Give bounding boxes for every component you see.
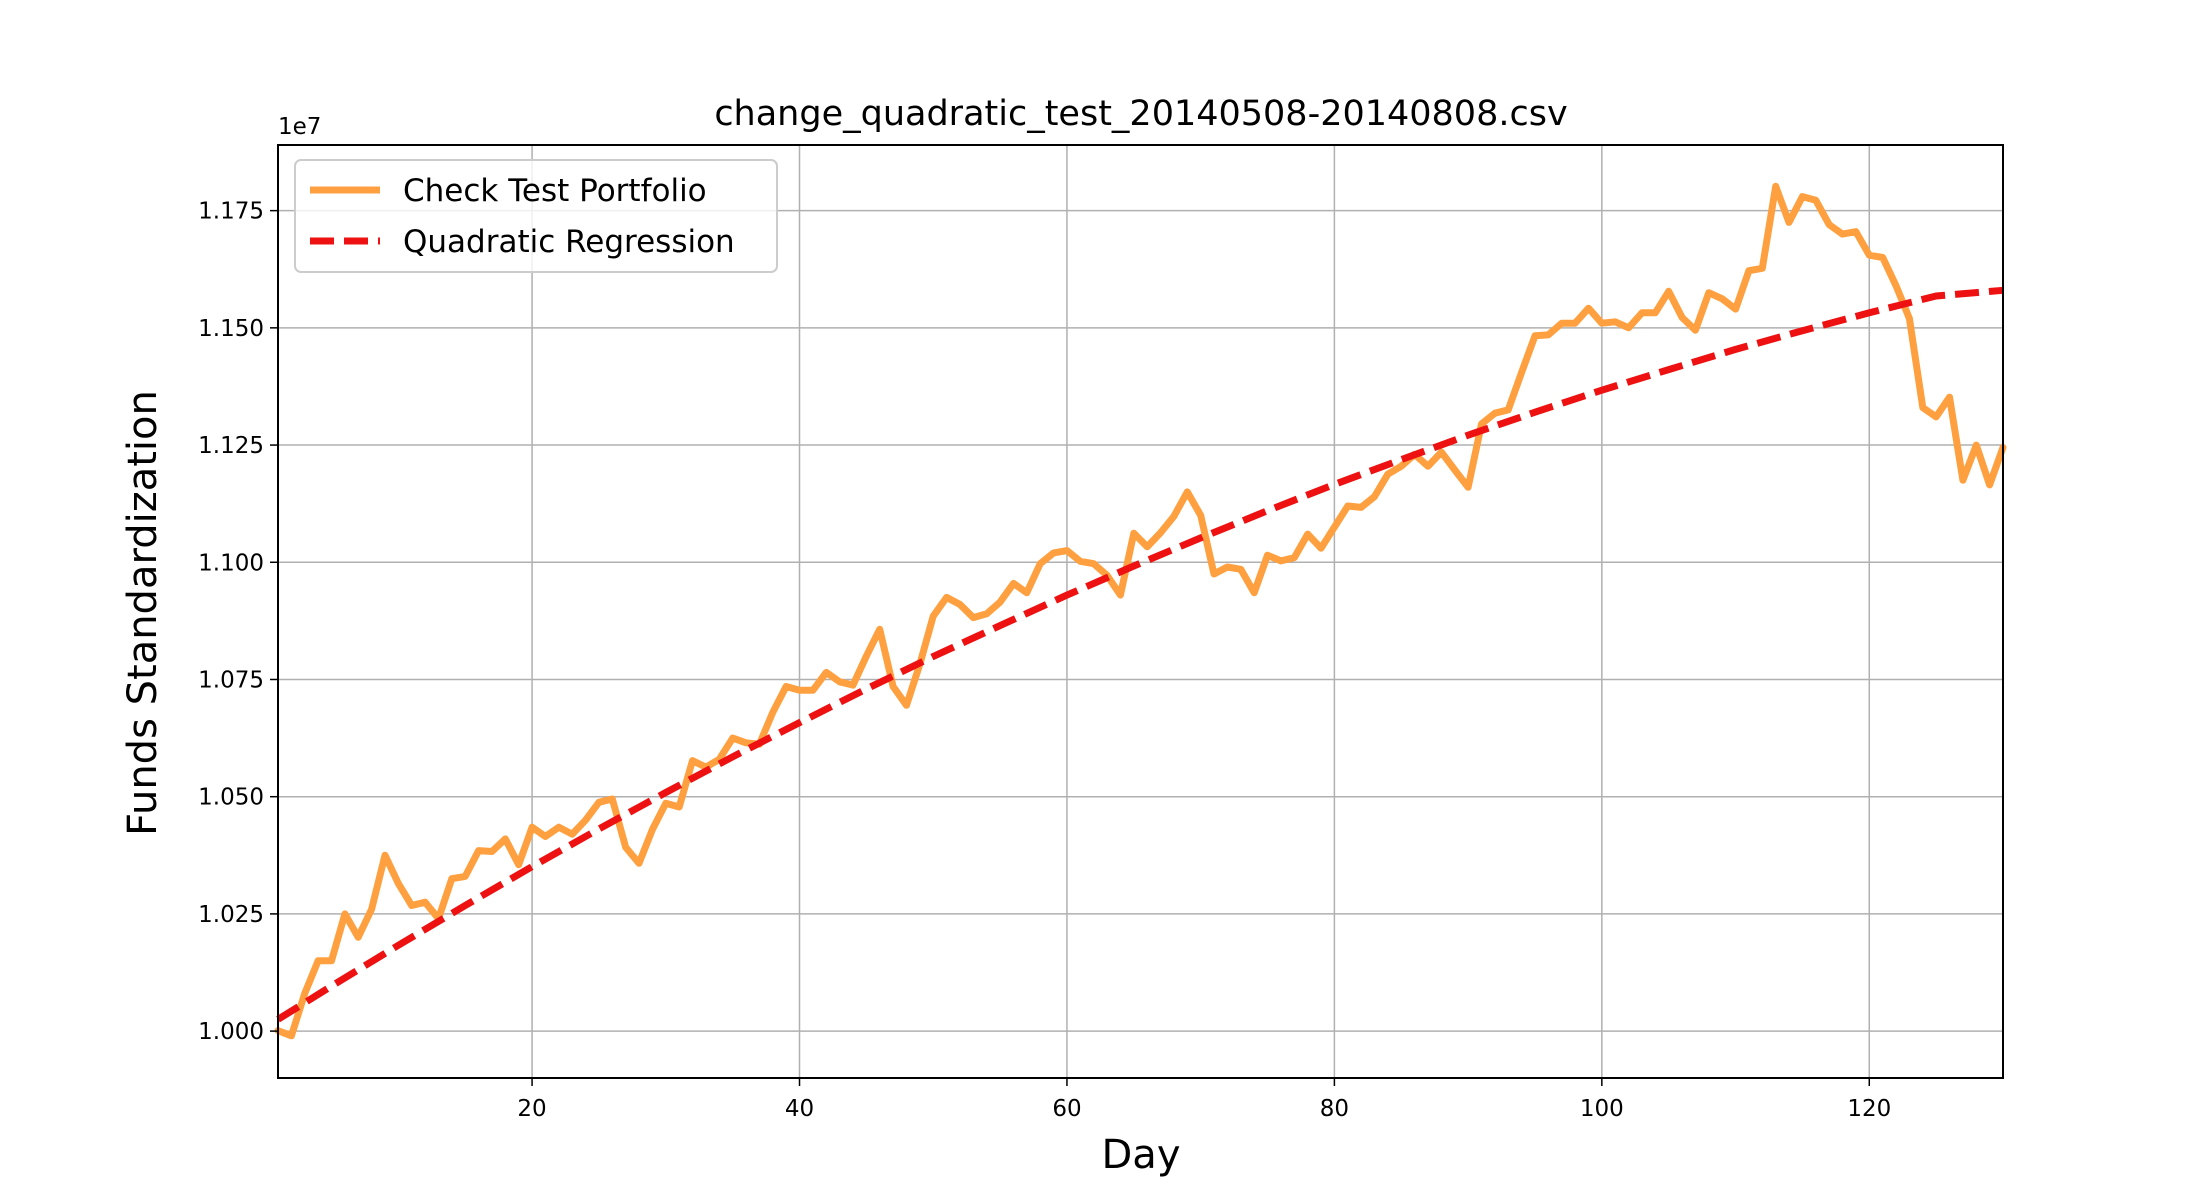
series-line-check-test-portfolio bbox=[274, 182, 2007, 1040]
y-tick-label: 1.125 bbox=[198, 433, 264, 459]
grid bbox=[278, 145, 2003, 1078]
x-tick-label: 100 bbox=[1580, 1096, 1624, 1122]
x-axis-ticks: 20 40 60 80 100 120 bbox=[517, 1078, 1891, 1122]
y-tick-label: 1.025 bbox=[198, 902, 264, 928]
x-tick-label: 120 bbox=[1847, 1096, 1891, 1122]
legend: Check Test Portfolio Quadratic Regressio… bbox=[294, 159, 778, 273]
y-axis-offset-label: 1e7 bbox=[278, 114, 321, 140]
legend-box bbox=[294, 159, 778, 273]
y-tick-label: 1.150 bbox=[198, 316, 264, 342]
y-tick-label: 1.000 bbox=[198, 1019, 264, 1045]
legend-label-quadratic-regression: Quadratic Regression bbox=[403, 224, 735, 260]
x-tick-label: 40 bbox=[785, 1096, 814, 1122]
plot-frame bbox=[277, 144, 2004, 1079]
legend-label-check-test-portfolio: Check Test Portfolio bbox=[403, 173, 707, 209]
y-tick-label: 1.050 bbox=[198, 785, 264, 811]
x-tick-label: 20 bbox=[517, 1096, 546, 1122]
series-line-quadratic-regression bbox=[276, 286, 2004, 1023]
y-axis-title: Funds Standardization bbox=[120, 390, 166, 836]
x-axis-title: Day bbox=[1102, 1132, 1181, 1178]
x-tick-label: 80 bbox=[1320, 1096, 1349, 1122]
x-tick-label: 60 bbox=[1052, 1096, 1081, 1122]
chart-title: change_quadratic_test_20140508-20140808.… bbox=[714, 94, 1567, 134]
y-tick-label: 1.175 bbox=[198, 199, 264, 225]
y-tick-label: 1.100 bbox=[198, 550, 264, 576]
y-axis-ticks: 1.000 1.025 1.050 1.075 1.100 1.125 1.150 1.175 bbox=[198, 199, 278, 1045]
series-layer bbox=[274, 182, 2007, 1040]
y-tick-label: 1.075 bbox=[198, 667, 264, 693]
